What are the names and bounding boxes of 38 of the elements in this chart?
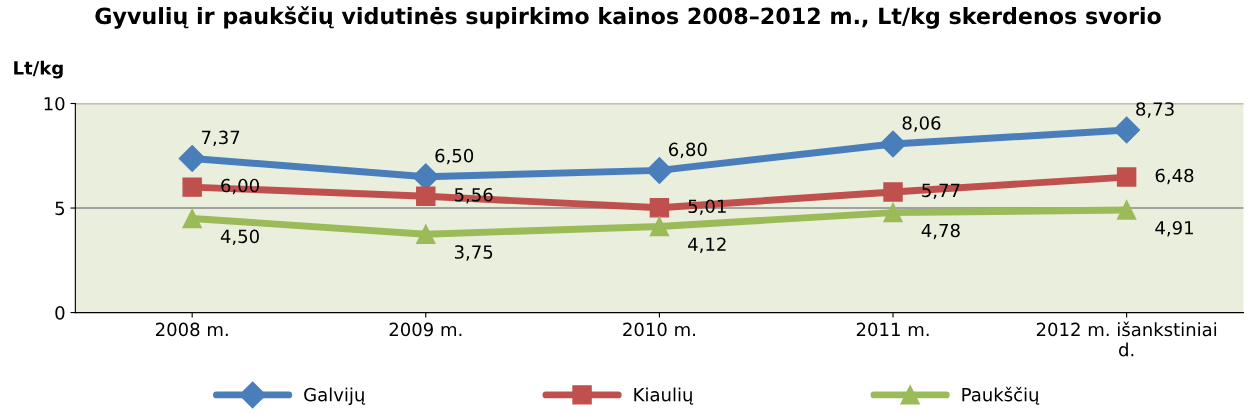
point [1116,200,1137,220]
data-label: 8,73 [1136,102,1174,118]
point [649,198,670,218]
point [883,182,903,202]
data-label: 4,50 [220,229,259,246]
point [649,216,670,237]
data-label: 8,06 [902,116,941,132]
point [182,208,202,229]
point [883,202,903,223]
data-label: 7,37 [201,130,240,147]
x-tick-label: 2012 m. išankstiniai d. [1036,321,1217,357]
data-label: 4,91 [1155,220,1193,237]
y-tick-label: 0 [55,306,65,320]
point [182,177,202,197]
x-tick-label: 2008 m. [155,322,228,337]
legend-label: Kiaulių [634,387,694,405]
data-label: 6,50 [435,148,474,165]
x-tick-label: 2010 m. [623,322,695,337]
point [1116,167,1137,187]
point [1113,116,1141,144]
point [178,145,206,172]
data-label: 4,78 [921,223,960,240]
point [416,224,436,244]
chart-title: Gyvulių ir paukščių vidutinės supirkimo kainos 2008–2012 m., Lt/kg skerdenos svorio [95,6,1161,29]
x-tick-label: 2011 m. [856,322,929,337]
legend-label: Paukščių [962,386,1040,405]
x-tick-label: 2009 m. [389,322,462,337]
data-label: 3,75 [454,245,493,261]
legend-label: Galvijų [304,387,366,405]
point [645,156,673,184]
point [879,130,907,158]
y-tick-label: 5 [55,201,65,216]
point [416,186,436,207]
data-label: 6,80 [668,142,707,159]
data-label: 4,12 [688,237,726,253]
y-tick-label: 10 [44,96,65,111]
data-label: 6,48 [1155,168,1194,185]
y-axis-title: Lt/kg [14,60,63,79]
